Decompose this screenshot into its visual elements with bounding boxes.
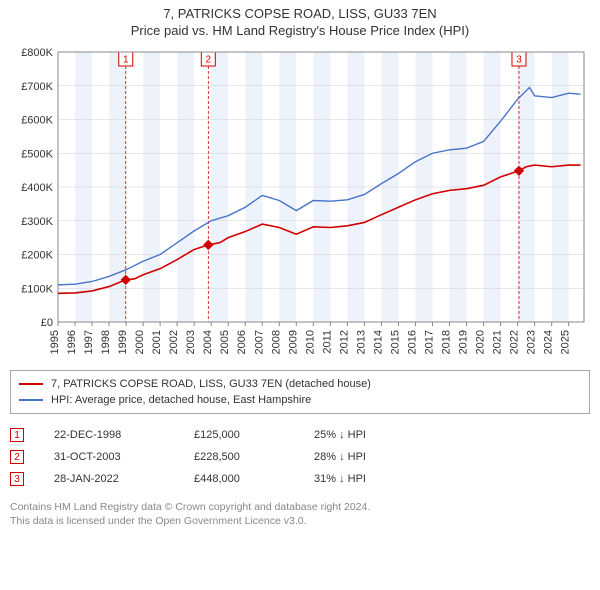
transaction-date: 31-OCT-2003	[54, 451, 194, 463]
transaction-delta: 28% ↓ HPI	[314, 451, 366, 463]
svg-text:2003: 2003	[185, 330, 197, 354]
chart-container: 1 2 3 £0 £100K £200K £300K £400K £500K £600K £700K…	[10, 44, 590, 364]
svg-text:1: 1	[123, 55, 129, 66]
transaction-row: 3 28-JAN-2022£448,00031% ↓ HPI	[10, 468, 590, 490]
svg-text:2: 2	[206, 55, 212, 66]
svg-text:2018: 2018	[441, 330, 453, 354]
svg-text:2015: 2015	[389, 330, 401, 354]
footer-line1: Contains HM Land Registry data © Crown c…	[10, 500, 590, 514]
price-chart: 1 2 3 £0 £100K £200K £300K £400K £500K £600K £700K…	[10, 44, 590, 364]
title-address: 7, PATRICKS COPSE ROAD, LISS, GU33 7EN	[0, 6, 600, 21]
transaction-row: 1 22-DEC-1998£125,00025% ↓ HPI	[10, 424, 590, 446]
transaction-row: 2 31-OCT-2003£228,50028% ↓ HPI	[10, 446, 590, 468]
svg-text:2006: 2006	[236, 330, 248, 354]
svg-text:2004: 2004	[202, 330, 214, 354]
svg-text:1997: 1997	[83, 330, 95, 354]
svg-text:3: 3	[516, 55, 522, 66]
svg-text:2021: 2021	[492, 330, 504, 354]
svg-text:£500K: £500K	[21, 148, 53, 160]
svg-text:£200K: £200K	[21, 250, 53, 262]
transaction-marker: 3	[10, 472, 24, 486]
svg-text:1999: 1999	[117, 330, 129, 354]
transaction-delta: 25% ↓ HPI	[314, 429, 366, 441]
svg-text:1998: 1998	[100, 330, 112, 354]
transaction-delta: 31% ↓ HPI	[314, 473, 366, 485]
transaction-date: 22-DEC-1998	[54, 429, 194, 441]
svg-text:2007: 2007	[253, 330, 265, 354]
svg-text:2008: 2008	[270, 330, 282, 354]
svg-text:1995: 1995	[49, 330, 61, 354]
title-subtitle: Price paid vs. HM Land Registry's House …	[0, 23, 600, 38]
transaction-price: £448,000	[194, 473, 314, 485]
legend-label: 7, PATRICKS COPSE ROAD, LISS, GU33 7EN (…	[51, 378, 371, 390]
svg-text:2016: 2016	[406, 330, 418, 354]
legend: 7, PATRICKS COPSE ROAD, LISS, GU33 7EN (…	[10, 370, 590, 414]
svg-text:2005: 2005	[219, 330, 231, 354]
svg-text:2020: 2020	[475, 330, 487, 354]
legend-row: 7, PATRICKS COPSE ROAD, LISS, GU33 7EN (…	[19, 376, 581, 392]
svg-text:2000: 2000	[134, 330, 146, 354]
svg-text:2002: 2002	[168, 330, 180, 354]
svg-text:£700K: £700K	[21, 81, 53, 93]
svg-text:2024: 2024	[543, 330, 555, 354]
svg-text:£800K: £800K	[21, 47, 53, 59]
svg-text:£400K: £400K	[21, 182, 53, 194]
svg-text:2014: 2014	[372, 330, 384, 354]
legend-row: HPI: Average price, detached house, East…	[19, 392, 581, 408]
svg-text:2013: 2013	[355, 330, 367, 354]
svg-text:2017: 2017	[423, 330, 435, 354]
transaction-marker: 2	[10, 450, 24, 464]
svg-text:£300K: £300K	[21, 216, 53, 228]
transaction-price: £125,000	[194, 429, 314, 441]
legend-label: HPI: Average price, detached house, East…	[51, 394, 311, 406]
transactions-table: 1 22-DEC-1998£125,00025% ↓ HPI 2 31-OCT-200…	[10, 424, 590, 490]
legend-swatch	[19, 399, 43, 401]
transaction-date: 28-JAN-2022	[54, 473, 194, 485]
footer-line2: This data is licensed under the Open Gov…	[10, 514, 590, 528]
transaction-price: £228,500	[194, 451, 314, 463]
transaction-marker: 1	[10, 428, 24, 442]
footer-attribution: Contains HM Land Registry data © Crown c…	[10, 500, 590, 528]
svg-text:2019: 2019	[458, 330, 470, 354]
svg-text:2010: 2010	[304, 330, 316, 354]
svg-text:£600K: £600K	[21, 115, 53, 127]
svg-text:2001: 2001	[151, 330, 163, 354]
svg-text:2012: 2012	[338, 330, 350, 354]
svg-text:2023: 2023	[526, 330, 538, 354]
svg-text:£100K: £100K	[21, 283, 53, 295]
svg-text:2025: 2025	[560, 330, 572, 354]
svg-text:2011: 2011	[321, 330, 333, 354]
svg-text:2022: 2022	[509, 330, 521, 354]
legend-swatch	[19, 383, 43, 385]
svg-text:2009: 2009	[287, 330, 299, 354]
svg-text:1996: 1996	[66, 330, 78, 354]
svg-text:£0: £0	[41, 317, 53, 329]
